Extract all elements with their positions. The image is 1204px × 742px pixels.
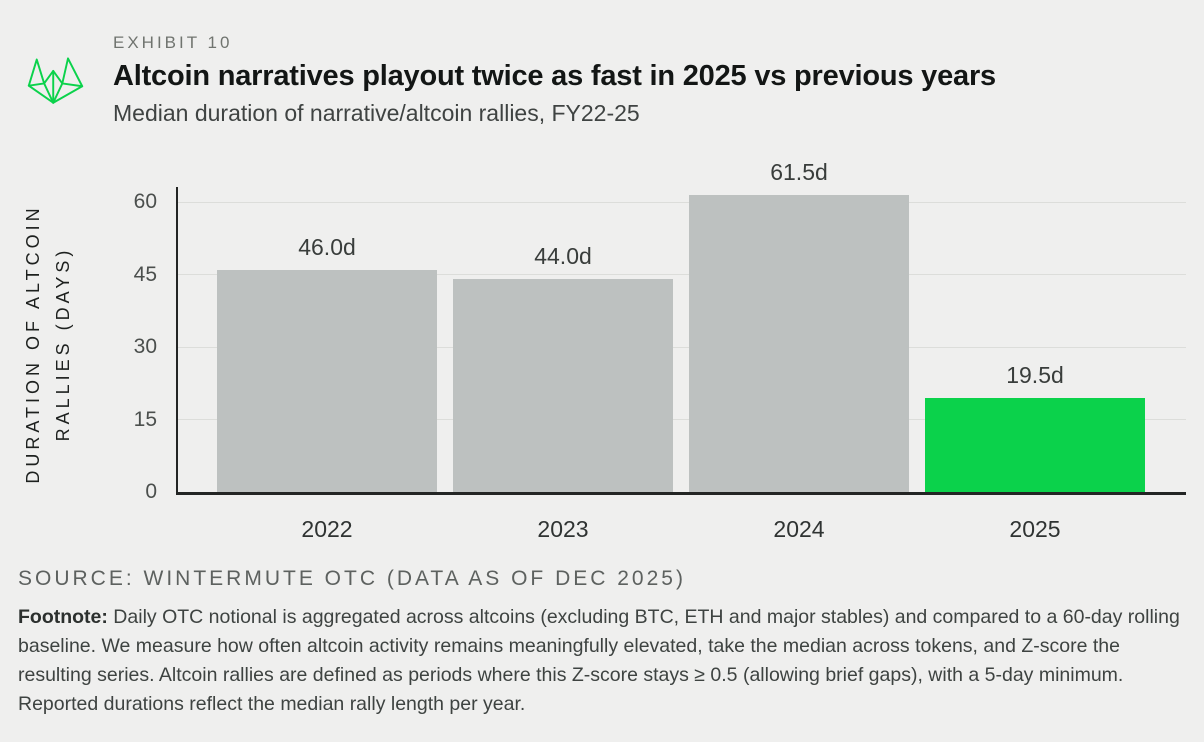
bar bbox=[217, 269, 437, 492]
x-tick-label: 2022 bbox=[301, 516, 353, 542]
footnote-text: Daily OTC notional is aggregated across … bbox=[18, 606, 1180, 715]
x-tick-label: 2024 bbox=[773, 516, 825, 542]
wintermute-logo-icon bbox=[27, 57, 84, 104]
y-axis-title: DURATION OF ALTCOIN RALLIES (DAYS) bbox=[23, 204, 73, 484]
exhibit-label: EXHIBIT 10 bbox=[113, 33, 233, 52]
gridline bbox=[177, 201, 1186, 203]
y-tick-label: 60 bbox=[133, 190, 157, 213]
source-label: SOURCE: WINTERMUTE OTC (DATA AS OF DEC 2… bbox=[18, 567, 686, 590]
x-tick-label: 2023 bbox=[537, 516, 589, 542]
bar-value-label: 19.5d bbox=[1006, 361, 1064, 388]
bar-value-label: 61.5d bbox=[770, 158, 828, 185]
bar-value-label: 46.0d bbox=[298, 233, 356, 260]
y-tick-label: 45 bbox=[133, 262, 157, 286]
y-tick-label: 15 bbox=[133, 407, 157, 431]
y-tick-label: 0 bbox=[145, 480, 157, 503]
chart-title: Altcoin narratives playout twice as fast… bbox=[113, 60, 996, 92]
y-axis-line bbox=[176, 187, 178, 492]
y-tick-label: 30 bbox=[133, 335, 157, 358]
chart-subtitle: Median duration of narrative/altcoin ral… bbox=[113, 100, 640, 126]
bar-value-label: 44.0d bbox=[534, 243, 592, 270]
bar bbox=[689, 194, 909, 492]
bar bbox=[453, 279, 673, 492]
gridline bbox=[177, 419, 1186, 420]
gridline bbox=[177, 346, 1186, 348]
footnote-label: Footnote: bbox=[18, 606, 108, 628]
x-tick-label: 2025 bbox=[1009, 516, 1061, 542]
footnote: Footnote: Daily OTC notional is aggregat… bbox=[18, 603, 1190, 719]
bar bbox=[925, 397, 1145, 492]
gridline bbox=[177, 274, 1186, 275]
x-axis-line bbox=[176, 492, 1186, 495]
